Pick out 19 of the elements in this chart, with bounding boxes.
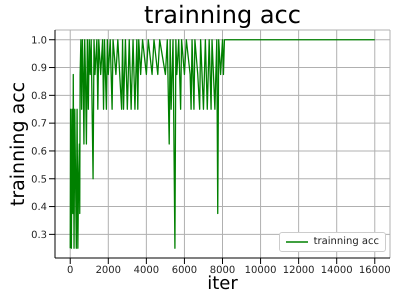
chart-title: trainning acc (143, 1, 302, 29)
x-tick-label: 10000 (244, 265, 276, 276)
y-tick-label: 1.0 (31, 35, 47, 46)
y-tick-label: 0.5 (31, 174, 47, 186)
x-tick-label: 14000 (320, 265, 353, 276)
y-tick-label: 0.7 (31, 118, 47, 130)
legend-label: trainning acc (314, 235, 379, 249)
x-tick-label: 0 (67, 265, 74, 276)
x-tick-label: 4000 (134, 265, 160, 276)
x-tick-label: 2000 (96, 265, 122, 276)
y-tick-label: 0.3 (31, 230, 47, 241)
x-tick-label: 16000 (358, 265, 391, 276)
y-axis-title: trainning acc (7, 80, 29, 208)
x-tick-label: 12000 (282, 265, 315, 276)
y-tick-label: 0.6 (31, 146, 47, 158)
y-tick-label: 0.4 (31, 202, 47, 214)
y-tick-label: 0.9 (31, 63, 47, 74)
y-tick-label: 0.8 (31, 90, 47, 102)
x-tick-label: 6000 (172, 265, 198, 276)
